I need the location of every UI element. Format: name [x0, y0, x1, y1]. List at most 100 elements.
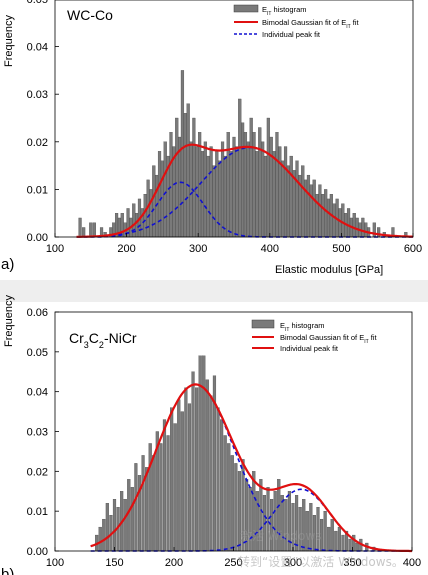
- histogram-bar: [261, 141, 265, 238]
- legend-b-fit-label: Bimodal Gaussian fit of EIT fit: [280, 333, 378, 345]
- x-tick-label: 400: [261, 243, 279, 255]
- histogram-bar: [218, 160, 222, 238]
- x-tick-label: 250: [224, 557, 242, 569]
- chart-title-a: WC-Co: [67, 7, 113, 23]
- bimodal-fit-line: [90, 383, 412, 553]
- histogram-bar: [180, 411, 184, 552]
- x-tick-label: 200: [165, 557, 183, 569]
- y-tick-label: 0.06: [27, 307, 48, 319]
- x-tick-label: 150: [105, 557, 123, 569]
- histogram-bar: [355, 217, 359, 238]
- legend-b-hist-label: EIT histogram: [280, 321, 324, 333]
- individual-peak-fit-2: [90, 488, 412, 552]
- y-tick-label: 0.02: [27, 466, 48, 478]
- histogram-bar: [324, 189, 328, 238]
- x-tick-label: 350: [343, 557, 361, 569]
- x-tick-label: 400: [403, 557, 421, 569]
- histogram-bar: [223, 155, 227, 238]
- histogram-bar: [275, 132, 279, 238]
- histogram-bar: [364, 222, 368, 238]
- histogram-bar: [105, 503, 109, 552]
- histogram-bar: [163, 141, 167, 238]
- histogram-bar: [112, 499, 117, 552]
- x-tick-label: 300: [189, 243, 207, 255]
- watermark-line-2: 转到“设置”以激活 Windows。: [238, 554, 404, 569]
- histogram-bar: [206, 155, 210, 238]
- y-tick-label: 0.01: [27, 506, 48, 518]
- histogram-bar: [183, 113, 187, 238]
- y-tick-label: 0.04: [27, 387, 48, 399]
- histogram-bar: [157, 151, 162, 238]
- chart-wc-co: Frequency 100 200 300 400 500 600 0.000.010.0…: [1, 0, 422, 276]
- histogram-bar: [166, 435, 170, 552]
- y-tick-label: 0.00: [27, 546, 48, 558]
- histogram-bar: [281, 160, 285, 238]
- histogram-bar: [309, 184, 313, 238]
- histogram-bar: [269, 136, 273, 238]
- panel-label-a: a): [1, 256, 14, 273]
- histogram-bar: [246, 141, 250, 238]
- histogram-bar: [169, 132, 173, 238]
- xlabel-a: Elastic modulus [GPa]: [275, 264, 383, 276]
- ylabel-a: Frequency: [3, 15, 15, 67]
- histogram-bar: [284, 499, 288, 552]
- histogram-bar: [159, 443, 163, 552]
- histogram-bar: [321, 194, 325, 238]
- histogram-bar: [229, 151, 233, 238]
- histogram-bar: [235, 146, 239, 238]
- histogram-bar: [135, 213, 139, 238]
- histogram-bar: [92, 222, 96, 238]
- yticks-b: 0.00 0.01 0.02 0.03 0.04 0.05 0.06: [27, 307, 59, 558]
- x-tick-label: 300: [284, 557, 302, 569]
- histogram-bar: [78, 217, 82, 238]
- histogram-bar: [263, 155, 268, 238]
- x-tick-label: 100: [46, 243, 64, 255]
- histogram-bar: [209, 146, 213, 238]
- histogram-bar: [361, 217, 365, 238]
- histogram-bar: [258, 127, 262, 238]
- histogram-bar: [330, 518, 334, 552]
- histogram-bar: [82, 227, 86, 238]
- histogram-bar: [175, 117, 179, 238]
- histogram-bar: [283, 146, 288, 238]
- histogram-bar: [295, 160, 299, 238]
- histogram-bar: [255, 151, 259, 238]
- histogram-bar: [312, 179, 316, 238]
- x-tick-label: 100: [46, 557, 64, 569]
- histogram-bar: [326, 198, 331, 238]
- histogram-bar: [98, 526, 102, 552]
- histogram-bar: [341, 534, 345, 552]
- histogram-bar: [227, 443, 231, 552]
- histogram-bar: [223, 435, 227, 552]
- x-tick-label: 200: [117, 243, 135, 255]
- histogram-bar: [202, 355, 206, 552]
- histogram-bar: [203, 141, 207, 238]
- y-tick-label: 0.03: [27, 89, 48, 101]
- legend-b-peak-label: Individual peak fit: [280, 344, 339, 353]
- panel-separator: [0, 280, 428, 302]
- histogram-bar: [152, 455, 156, 552]
- histogram-bar: [346, 208, 351, 238]
- histogram-bar: [177, 399, 181, 552]
- histogram-bar: [170, 407, 174, 552]
- histogram-bar: [120, 213, 124, 238]
- y-tick-label: 0.01: [27, 184, 48, 196]
- histogram-bar: [149, 189, 153, 238]
- histogram-bar: [352, 213, 356, 238]
- histogram-bar: [291, 503, 295, 552]
- watermark-line-1: 激活 Windows: [240, 529, 321, 543]
- histogram-bar: [186, 103, 190, 238]
- legend-b: EIT histogram Bimodal Gaussian fit of EI…: [251, 319, 378, 353]
- y-tick-label: 0.05: [27, 0, 48, 6]
- histogram-bar: [272, 151, 276, 238]
- y-tick-label: 0.00: [27, 232, 48, 244]
- histogram-bar: [230, 455, 234, 552]
- legend-a-fit-label: Bimodal Gaussian fit of EIT fit: [262, 18, 360, 30]
- histogram-bar: [278, 146, 282, 238]
- histogram-bar: [318, 184, 322, 238]
- legend-a-hist-label: EIT histogram: [262, 5, 306, 17]
- histogram-bar: [289, 155, 293, 238]
- histogram-bar: [216, 407, 220, 552]
- histogram-bar: [212, 165, 216, 238]
- histogram-bar: [180, 70, 185, 238]
